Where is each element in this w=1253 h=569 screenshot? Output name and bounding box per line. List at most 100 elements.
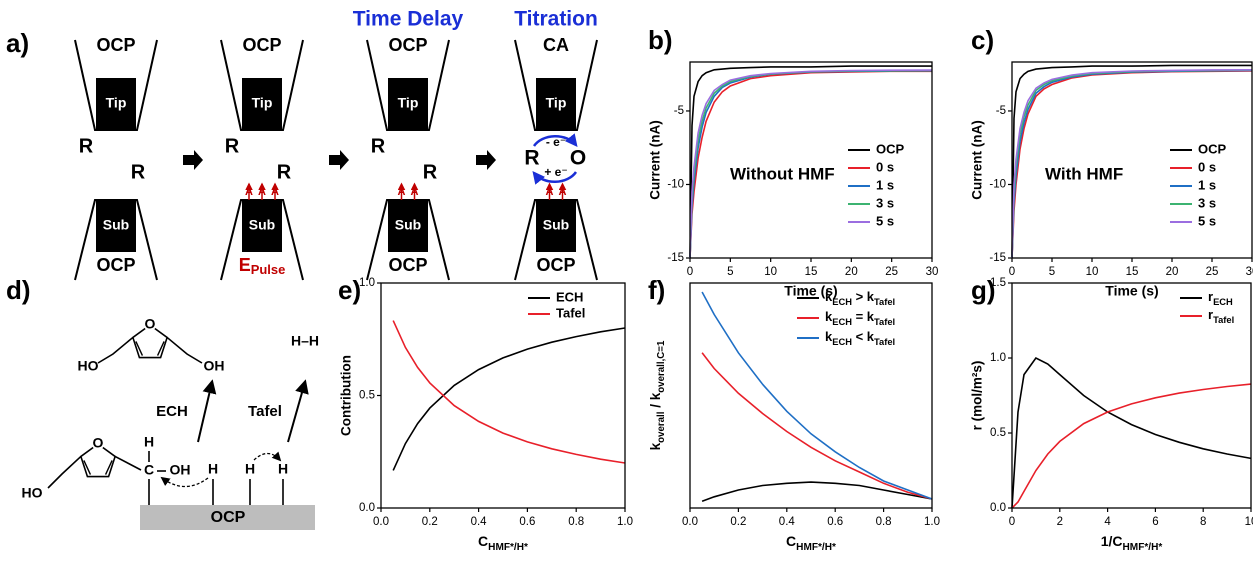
legend-label: rTafel xyxy=(1208,307,1234,325)
double-bond xyxy=(83,460,92,475)
route-label: ECH xyxy=(156,403,188,420)
transfer-arrow xyxy=(160,476,209,488)
tip-label: Tip xyxy=(252,95,273,111)
double-bond xyxy=(104,460,113,475)
y-tick-label: 1.0 xyxy=(359,277,375,289)
species: R xyxy=(277,161,292,183)
y-tick-label: 1.5 xyxy=(990,277,1006,289)
x-axis-label: Time (s) xyxy=(1105,283,1158,299)
series-line xyxy=(1011,356,1252,509)
substituent: HO xyxy=(22,485,43,501)
substituent: OH xyxy=(204,358,225,374)
y-tick-label: -10 xyxy=(667,179,684,191)
x-tick-label: 4 xyxy=(1104,516,1111,528)
tip-body xyxy=(96,78,136,130)
text-part: k xyxy=(825,289,833,304)
series-line xyxy=(1011,69,1253,259)
y-tick-label: 0.0 xyxy=(990,502,1006,514)
species: R xyxy=(371,135,386,157)
x-tick-label: 0.6 xyxy=(519,516,535,528)
transfer-arrow xyxy=(253,451,282,462)
text-part: Tafel xyxy=(874,337,895,347)
x-tick-label: 0.4 xyxy=(471,516,488,528)
series-line xyxy=(701,481,933,503)
legend-label: OCP xyxy=(876,141,905,156)
text-part: 1/C xyxy=(1101,533,1123,549)
x-tick-label: 30 xyxy=(926,266,939,278)
legend-label: 3 s xyxy=(1198,195,1216,210)
adsorbate: A xyxy=(258,186,266,198)
text-part: ECH xyxy=(832,297,852,307)
panel-label: a) xyxy=(6,28,29,58)
x-tick-label: 0.2 xyxy=(422,516,438,528)
legend-label: OCP xyxy=(1198,141,1227,156)
text-part: C xyxy=(478,533,488,549)
text-part: E xyxy=(239,255,251,275)
step-arrow xyxy=(329,150,349,170)
electron-label: + e⁻ xyxy=(544,165,567,179)
legend-label: kECH < kTafel xyxy=(825,329,895,347)
legend-label: Tafel xyxy=(556,305,585,320)
sub-body xyxy=(242,200,282,252)
x-tick-label: 0 xyxy=(1009,516,1015,528)
adsorbate: A xyxy=(271,186,279,198)
x-tick-label: 0.8 xyxy=(568,516,584,528)
text-part: HMF*/H* xyxy=(1123,542,1163,553)
x-tick-label: 8 xyxy=(1200,516,1206,528)
ring-oxygen: O xyxy=(93,435,104,451)
hydrogen: H xyxy=(144,434,154,450)
x-tick-label: 5 xyxy=(1049,266,1055,278)
tip-body xyxy=(242,78,282,130)
sub-mode: OCP xyxy=(388,255,427,275)
annotation: Without HMF xyxy=(730,164,835,183)
plot-frame xyxy=(1011,282,1252,509)
species: R xyxy=(79,135,94,157)
y-axis-label: r (mol/m²s) xyxy=(970,361,985,431)
legend-label: 5 s xyxy=(876,213,894,228)
legend-label: rECH xyxy=(1208,289,1233,307)
panel-label: f) xyxy=(648,275,665,305)
x-axis-label: CHMF*/H* xyxy=(786,533,836,553)
legend-label: 0 s xyxy=(1198,159,1216,174)
text-part: ECH xyxy=(1213,297,1233,307)
x-tick-label: 0 xyxy=(1009,266,1015,278)
carbon: C xyxy=(144,462,154,478)
series-line xyxy=(392,320,626,464)
x-tick-label: 1.0 xyxy=(617,516,633,528)
x-tick-label: 2 xyxy=(1057,516,1063,528)
x-tick-label: 0.0 xyxy=(373,516,389,528)
species: O xyxy=(570,147,586,170)
text-part: ECH xyxy=(832,337,852,347)
text-part: C xyxy=(786,533,796,549)
y-axis-label: Current (nA) xyxy=(648,120,663,200)
tip-label: Tip xyxy=(106,95,127,111)
bond xyxy=(166,336,203,364)
double-bond xyxy=(135,341,144,356)
surface-hydrogen: H xyxy=(278,461,288,477)
product-tafel: H–H xyxy=(291,333,319,349)
text-part: r xyxy=(1208,307,1213,322)
series-line xyxy=(392,327,626,471)
furan-ring xyxy=(131,324,169,359)
species: R xyxy=(524,147,539,170)
panel-label: e) xyxy=(338,275,361,305)
text-part: Tafel xyxy=(874,297,895,307)
legend-label: 1 s xyxy=(876,177,894,192)
legend-label: kECH > kTafel xyxy=(825,289,895,307)
text-part: ECH xyxy=(832,317,852,327)
step-arrow xyxy=(476,150,496,170)
text-part: < k xyxy=(852,329,875,344)
species: R xyxy=(423,161,438,183)
furan-ring xyxy=(79,443,117,478)
annotation: With HMF xyxy=(1045,164,1123,183)
sub-label: Sub xyxy=(395,217,421,233)
x-tick-label: 0.6 xyxy=(827,516,843,528)
panel-label: g) xyxy=(971,275,996,305)
x-tick-label: 0.0 xyxy=(682,516,698,528)
hydroxyl: OH xyxy=(170,462,191,478)
x-tick-label: 25 xyxy=(885,266,898,278)
x-tick-label: 20 xyxy=(845,266,858,278)
y-tick-label: 1.0 xyxy=(990,352,1006,364)
series-line xyxy=(689,65,932,259)
